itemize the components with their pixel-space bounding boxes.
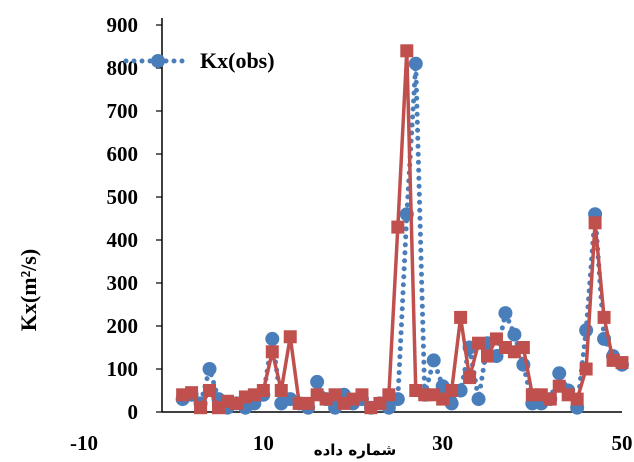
legend-circle	[151, 54, 165, 68]
x-tick-label: 50	[612, 431, 633, 455]
observed-point	[552, 366, 567, 381]
calculated-point	[185, 386, 199, 400]
legend-label-observed: Kx(obs)	[200, 48, 275, 73]
calculated-point	[400, 44, 414, 58]
calculated-point	[543, 392, 557, 406]
calculated-point	[463, 371, 477, 385]
observed-point	[471, 392, 486, 407]
x-tick-label: -10	[70, 431, 98, 455]
observed-point	[579, 323, 594, 338]
observed-point	[408, 56, 423, 71]
y-tick-label: 500	[107, 185, 139, 209]
calculated-point	[481, 349, 494, 363]
series-calculated	[176, 44, 629, 415]
y-axis-label: Kx(m²/s)	[16, 249, 41, 331]
calculated-point	[203, 384, 217, 397]
observed-point	[310, 374, 325, 389]
observed-point	[498, 306, 513, 321]
calculated-point	[355, 388, 369, 402]
observed-point	[426, 353, 441, 368]
x-ticks: -10 10 30 50	[70, 431, 633, 455]
calculated-point	[615, 356, 629, 370]
x-axis-label: شماره داده	[314, 441, 397, 459]
calculated-point	[256, 384, 270, 397]
calculated-point	[570, 392, 584, 406]
x-tick-label: 10	[253, 431, 274, 455]
calculated-point	[194, 401, 208, 415]
calculated-point	[391, 220, 405, 234]
y-tick-label: 0	[128, 400, 139, 424]
calculated-point	[516, 341, 530, 354]
x-tick-label: 30	[432, 431, 453, 455]
calculated-point	[454, 310, 468, 324]
calculated-point	[445, 384, 459, 397]
calculated-point	[597, 310, 611, 324]
legend-marker-observed	[123, 54, 193, 68]
y-tick-label: 600	[107, 142, 139, 166]
y-tick-label: 700	[107, 99, 139, 123]
legend: Kx(obs)	[123, 48, 275, 73]
calculated-point	[265, 345, 279, 359]
observed-point	[202, 362, 217, 376]
calculated-point	[472, 336, 486, 350]
calculated-point	[274, 384, 288, 397]
y-tick-label: 400	[107, 228, 139, 252]
observed-point	[265, 331, 280, 346]
y-tick-label: 300	[107, 271, 139, 295]
y-tick-label: 100	[107, 357, 139, 381]
calculated-point	[579, 362, 593, 376]
calculated-point	[588, 216, 602, 230]
observed-point	[507, 327, 522, 342]
y-tick-label: 200	[107, 314, 139, 338]
y-tick-label: 900	[107, 13, 139, 37]
calculated-point	[283, 330, 297, 344]
calculated-point	[382, 388, 396, 402]
